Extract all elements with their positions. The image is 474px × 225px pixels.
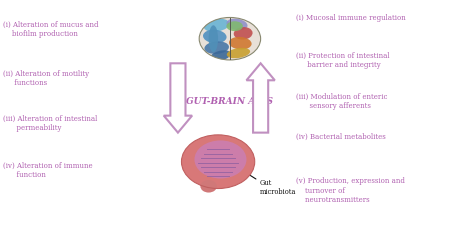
Text: (iv) Bacterial metabolites: (iv) Bacterial metabolites	[296, 133, 386, 141]
Text: Gut
microbiota: Gut microbiota	[260, 179, 296, 196]
Text: (i) Mucosal immune regulation: (i) Mucosal immune regulation	[296, 14, 406, 22]
Ellipse shape	[227, 21, 243, 31]
Text: GUT-BRAIN AXIS: GUT-BRAIN AXIS	[186, 97, 273, 106]
Ellipse shape	[182, 135, 255, 189]
Ellipse shape	[227, 19, 247, 30]
Ellipse shape	[234, 27, 253, 40]
Polygon shape	[246, 63, 275, 133]
Text: (ii) Protection of intestinal
     barrier and integrity: (ii) Protection of intestinal barrier an…	[296, 52, 390, 69]
Text: (i) Alteration of mucus and
    biofilm production: (i) Alteration of mucus and biofilm prod…	[3, 21, 99, 38]
Ellipse shape	[204, 41, 229, 54]
Text: (iv) Alteration of immune
      function: (iv) Alteration of immune function	[3, 162, 93, 179]
Ellipse shape	[204, 19, 229, 32]
Ellipse shape	[203, 30, 227, 43]
Text: (iii) Alteration of intestinal
      permeability: (iii) Alteration of intestinal permeabil…	[3, 115, 97, 132]
Text: (iii) Modulation of enteric
      sensory afferents: (iii) Modulation of enteric sensory affe…	[296, 92, 388, 110]
Ellipse shape	[210, 50, 231, 61]
Text: (v) Production, expression and
    turnover of
    neurotransmitters: (v) Production, expression and turnover …	[296, 177, 405, 204]
Ellipse shape	[209, 25, 218, 52]
Polygon shape	[164, 63, 192, 133]
Ellipse shape	[229, 37, 252, 50]
Ellipse shape	[227, 48, 250, 58]
Ellipse shape	[199, 18, 261, 60]
Text: (ii) Alteration of motility
     functions: (ii) Alteration of motility functions	[3, 70, 89, 87]
Ellipse shape	[201, 180, 217, 193]
Ellipse shape	[194, 140, 246, 178]
